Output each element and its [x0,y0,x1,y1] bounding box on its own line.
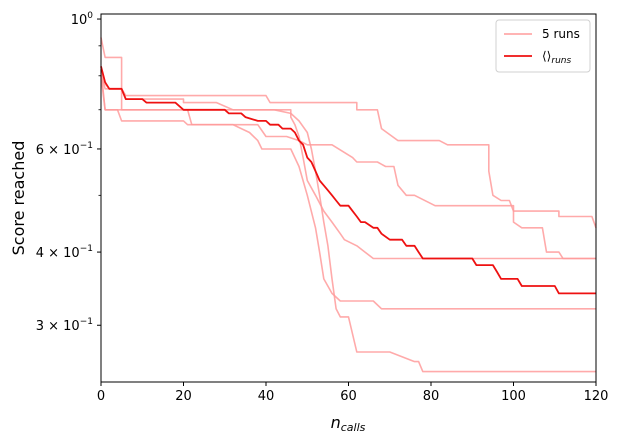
y-tick-label: 3 × 10−1 [36,317,93,334]
x-tick-label: 80 [423,389,440,404]
x-axis: 0 20 40 60 80 100 120 [97,382,609,404]
series-layer [100,37,597,373]
x-tick-label: 100 [501,389,526,404]
series-line-run-3 [100,78,597,229]
y-tick-label: 6 × 10−1 [36,141,93,158]
series-line-run-2 [100,72,596,373]
y-tick-label: 100 [71,11,94,28]
series-line-run-5 [100,69,596,310]
y-axis-label: Score reached [9,141,28,256]
x-tick-label: 20 [175,389,192,404]
legend-mean-label: ⟨⟩runs [542,49,571,66]
x-tick-label: 40 [258,389,275,404]
series-line-run-4 [100,75,596,260]
x-tick-label: 0 [97,389,105,404]
x-tick-label: 120 [584,389,609,404]
legend-runs-label: 5 runs [542,27,580,41]
x-axis-label: ncalls [331,413,366,434]
legend-box [495,19,591,73]
legend: 5 runs ⟨⟩runs [495,19,591,73]
y-axis: 100 6 × 10−1 4 × 10−1 3 × 10−1 [36,11,101,334]
x-tick-label: 60 [340,389,357,404]
plot-background [101,14,596,382]
series-line-mean [100,66,596,295]
y-tick-label: 4 × 10−1 [36,244,93,261]
